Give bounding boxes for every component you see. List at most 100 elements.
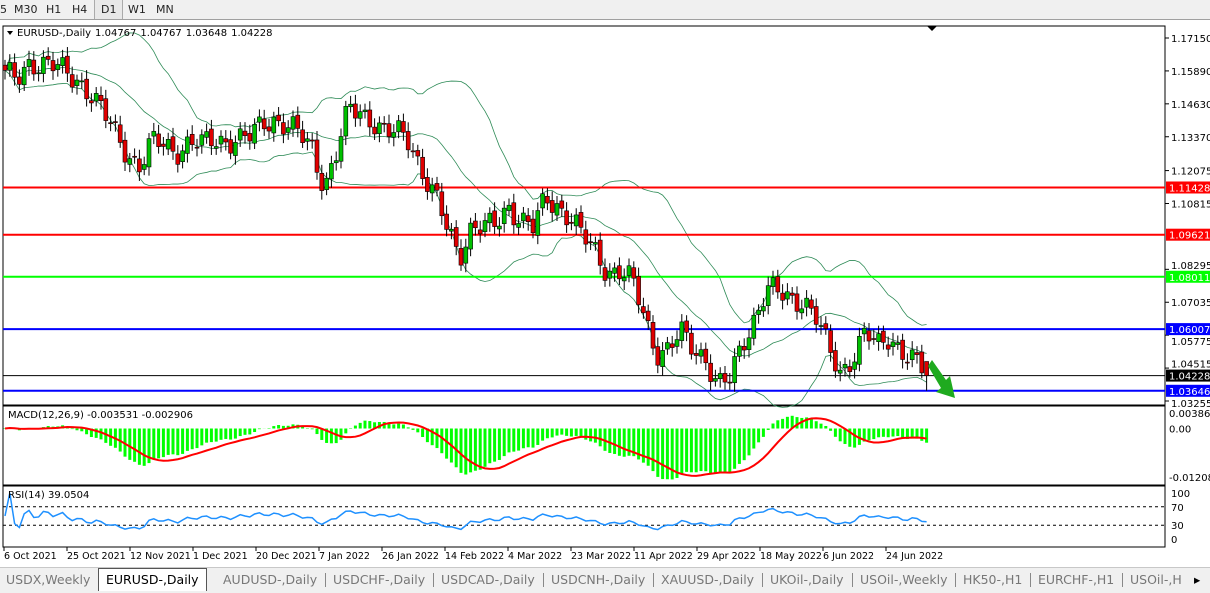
chart-tabs-strip: USDX,Weekly EURUSD-,Daily AUDUSD-,Daily USD…	[0, 568, 1185, 593]
candle	[569, 222, 573, 223]
tab-usdcad-daily[interactable]: USDCAD-,Daily	[441, 572, 535, 587]
tab-eurusd-daily[interactable]: EURUSD-,Daily	[98, 568, 207, 591]
macd-histogram-bar	[508, 429, 511, 453]
candle	[13, 63, 17, 78]
macd-histogram-bar	[719, 429, 722, 474]
price-axis-label: 1.12075	[1171, 167, 1210, 178]
candle	[464, 247, 468, 263]
tab-ukoil-daily[interactable]: UKOil-,Daily	[770, 572, 844, 587]
candle	[531, 219, 535, 233]
macd-histogram-bar	[853, 429, 856, 448]
candle	[267, 127, 271, 131]
candle	[723, 373, 727, 382]
candle	[238, 129, 242, 140]
tab-usdcnh-daily[interactable]: USDCNH-,Daily	[551, 572, 645, 587]
macd-histogram-bar	[277, 425, 280, 428]
macd-histogram-bar	[743, 429, 746, 461]
candle	[617, 266, 621, 279]
candle	[157, 134, 161, 147]
candle	[709, 363, 713, 381]
candle	[161, 144, 165, 146]
macd-histogram-bar	[551, 429, 554, 438]
candle	[593, 242, 597, 244]
candle	[51, 60, 55, 70]
main-price-panel[interactable]	[3, 26, 1165, 405]
candle	[541, 194, 545, 208]
macd-histogram-bar	[71, 429, 74, 430]
macd-histogram-bar	[709, 429, 712, 474]
chart-window[interactable]: 1.171501.158901.146301.133701.120751.108…	[0, 0, 1210, 567]
candle	[766, 286, 770, 306]
candle	[397, 121, 401, 132]
macd-histogram-bar	[220, 429, 223, 440]
candle	[694, 353, 698, 355]
tab-usdx-weekly[interactable]: USDX,Weekly	[6, 572, 90, 587]
candle	[718, 373, 722, 378]
tab-audusd-daily[interactable]: AUDUSD-,Daily	[223, 572, 317, 587]
macd-histogram-bar	[815, 421, 818, 428]
candle	[70, 75, 74, 88]
candle	[41, 57, 45, 73]
rsi-panel[interactable]	[3, 486, 1165, 547]
candle	[795, 294, 799, 311]
macd-histogram-bar	[503, 429, 506, 457]
candle	[113, 122, 117, 123]
macd-histogram-bar	[344, 429, 347, 434]
candle	[843, 364, 847, 368]
macd-histogram-bar	[666, 429, 669, 480]
macd-histogram-bar	[138, 429, 141, 465]
macd-histogram-bar	[652, 429, 655, 472]
candle	[128, 159, 132, 165]
macd-histogram-bar	[613, 429, 616, 454]
candle	[651, 322, 655, 348]
candle	[3, 65, 7, 70]
macd-histogram-bar	[868, 429, 871, 441]
macd-histogram-bar	[575, 429, 578, 436]
date-axis-label: 6 Oct 2021	[4, 551, 57, 562]
macd-histogram-bar	[181, 429, 184, 454]
candle	[449, 229, 453, 231]
tab-eurchf-h1[interactable]: EURCHF-,H1	[1038, 572, 1114, 587]
candle	[565, 211, 569, 225]
macd-histogram-bar	[584, 429, 587, 440]
macd-histogram-bar	[882, 429, 885, 437]
macd-histogram-bar	[618, 429, 621, 456]
candle	[896, 343, 900, 345]
macd-histogram-bar	[738, 429, 741, 464]
macd-histogram-bar	[824, 426, 827, 429]
macd-histogram-bar	[623, 429, 626, 457]
macd-histogram-bar	[565, 429, 568, 436]
tab-usoil-weekly[interactable]: USOil-,Weekly	[860, 572, 947, 587]
tab-xauusd-daily[interactable]: XAUUSD-,Daily	[661, 572, 754, 587]
candle	[133, 156, 137, 157]
date-axis-label: 29 Apr 2022	[697, 551, 756, 562]
candle	[301, 130, 305, 143]
macd-histogram-bar	[877, 429, 880, 438]
macd-histogram-bar	[272, 426, 275, 428]
scroll-tabs-right-icon[interactable]: ▸	[1194, 572, 1200, 587]
candle	[166, 139, 170, 149]
candle	[512, 203, 516, 225]
tab-usdchf-daily[interactable]: USDCHF-,Daily	[333, 572, 425, 587]
candle	[349, 104, 353, 107]
price-level-label: 1.09621	[1169, 231, 1210, 242]
candle	[661, 350, 665, 366]
macd-histogram-bar	[186, 429, 189, 451]
macd-histogram-bar	[642, 429, 645, 463]
tab-hk50-h1[interactable]: HK50-,H1	[963, 572, 1022, 587]
macd-histogram-bar	[570, 429, 573, 437]
candle	[886, 345, 890, 349]
candle	[195, 147, 199, 148]
tab-separator	[1030, 573, 1031, 587]
candle	[224, 139, 228, 142]
candle	[641, 307, 645, 313]
macd-histogram-bar	[724, 429, 727, 474]
macd-histogram-bar	[143, 429, 146, 466]
candle	[675, 340, 679, 347]
macd-histogram-bar	[100, 429, 103, 440]
macd-histogram-bar	[786, 417, 789, 429]
tab-usoil-h[interactable]: USOil-,H	[1130, 572, 1182, 587]
price-level-label: 1.04228	[1169, 372, 1210, 383]
macd-histogram-bar	[392, 424, 395, 428]
candle	[277, 115, 281, 121]
